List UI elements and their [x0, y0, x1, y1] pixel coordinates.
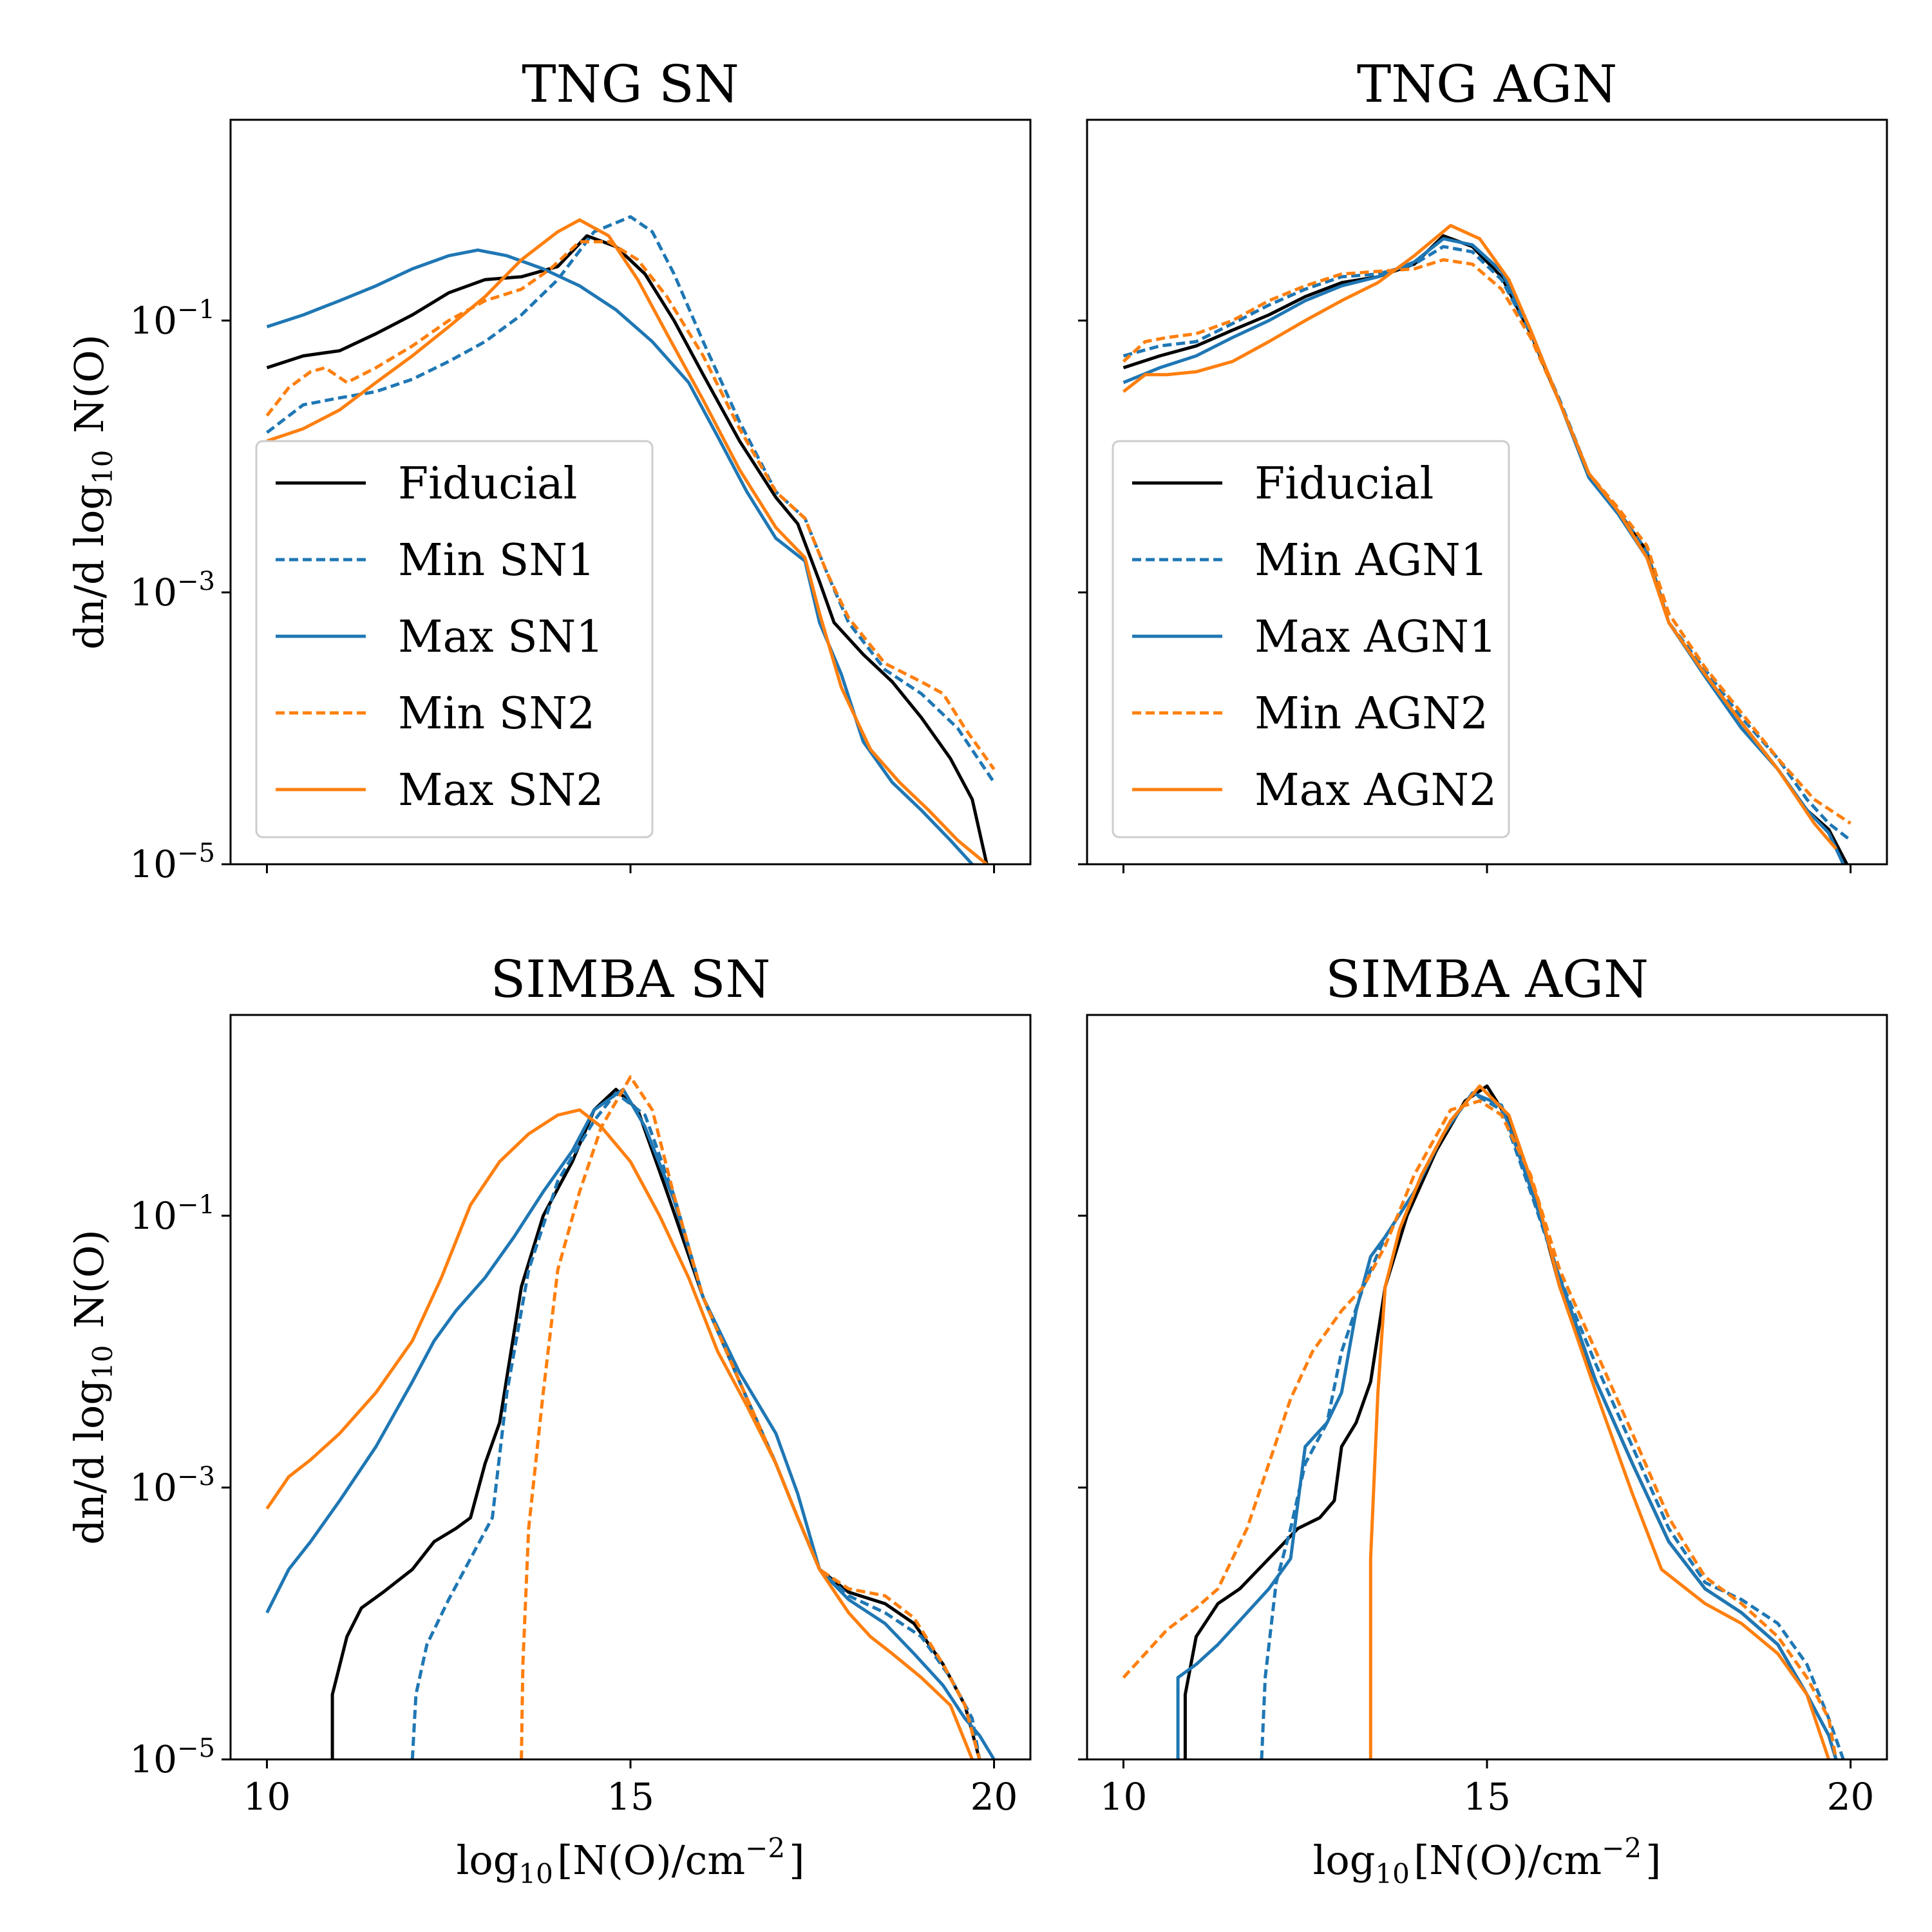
axes-frame: [1086, 1014, 1888, 1761]
legend-box: [255, 440, 654, 838]
legend-label-min-sn2: Min SN2: [398, 688, 595, 739]
series-line-min-sn1: [410, 1091, 981, 1759]
series-line-max-sn1: [265, 1088, 996, 1759]
series-line-min-agn1: [1122, 245, 1852, 842]
x-tick-label: 10: [243, 1775, 291, 1819]
legend-label-fiducial: Fiducial: [1255, 459, 1434, 509]
x-tick-label: 15: [1463, 1775, 1511, 1819]
chart-title: SIMBA AGN: [1325, 949, 1649, 1009]
series-line-max-agn1: [1176, 1091, 1838, 1759]
chart-title: SIMBA SN: [490, 949, 770, 1009]
legend: Fiducial Min AGN1 Max AGN1 Min AGN2 Max AGN2: [1112, 440, 1510, 838]
series-line-min-sn2: [265, 240, 996, 770]
chart-title: TNG SN: [522, 54, 739, 114]
series-line-fiducial: [1183, 1084, 1838, 1759]
series-line-min-sn2: [520, 1075, 981, 1759]
series-line-min-sn1: [265, 215, 996, 784]
legend-box: [1112, 440, 1510, 838]
chart-title: TNG AGN: [1357, 54, 1617, 114]
legend-label-min-sn1: Min SN1: [398, 535, 595, 586]
x-axis-label: log10 [N(O)/cm−2 ]: [1313, 1832, 1662, 1889]
y-tick-label: 10−1: [129, 1190, 215, 1238]
series-line-min-agn1: [1260, 1091, 1845, 1759]
series-line-max-sn2: [265, 1108, 974, 1759]
y-axis-label: dn/d log10 N(O): [66, 1229, 118, 1545]
y-axis-label: dn/d log10 N(O): [66, 334, 118, 650]
legend-label-max-sn2: Max SN2: [398, 765, 603, 816]
x-axis-label: log10 [N(O)/cm−2 ]: [457, 1832, 805, 1889]
legend-label-max-agn2: Max AGN2: [1255, 765, 1497, 816]
series-line-max-sn2: [266, 218, 988, 864]
x-tick-label: 20: [1827, 1775, 1875, 1819]
y-tick-label: 10−3: [129, 567, 215, 614]
series-line-min-agn2: [1122, 258, 1852, 825]
legend-label-min-agn1: Min AGN1: [1255, 535, 1488, 586]
series-line-fiducial: [330, 1088, 981, 1759]
panel-simba-agn: 10 15 20 SIMBA AGN log10 [N(O)/cm−2 ]: [1078, 949, 1888, 1889]
legend-label-max-agn1: Max AGN1: [1255, 612, 1497, 663]
series-line-max-agn2: [1368, 1084, 1831, 1759]
panel-tng-sn: 10−1 10−3 10−5 TNG SN dn/d log10 N(O) Fiducia…: [66, 54, 1032, 886]
plot-area: [265, 1075, 996, 1759]
series-line-fiducial: [266, 234, 989, 864]
legend-label-max-sn1: Max SN1: [398, 612, 603, 663]
y-tick-label: 10−1: [129, 295, 215, 343]
plot-area: [265, 215, 996, 864]
series-line-max-agn2: [1122, 223, 1837, 850]
legend-label-fiducial: Fiducial: [398, 459, 577, 509]
x-tick-label: 20: [971, 1775, 1018, 1819]
panel-tng-agn: TNG AGN Fiducial Min AGN1 Max AGN1 Min AGN2 M…: [1078, 54, 1888, 873]
x-tick-label: 10: [1100, 1775, 1148, 1819]
series-line-max-agn1: [1122, 237, 1845, 864]
plot-area: [1122, 223, 1852, 864]
x-tick-label: 15: [607, 1775, 654, 1819]
series-line-max-sn1: [266, 248, 974, 864]
y-tick-label: 10−3: [129, 1462, 215, 1510]
legend: Fiducial Min SN1 Max SN1 Min SN2 Max SN2: [255, 440, 654, 838]
panel-simba-sn: 10 15 20 10−1 10−3 10−5 SIMBA SN log10 [N(O)/cm…: [66, 949, 1032, 1889]
plot-area: [1122, 1084, 1845, 1759]
y-tick-label: 10−5: [129, 838, 215, 886]
y-tick-label: 10−5: [129, 1734, 215, 1781]
legend-label-min-agn2: Min AGN2: [1255, 688, 1488, 739]
series-line-min-agn2: [1122, 1099, 1838, 1759]
